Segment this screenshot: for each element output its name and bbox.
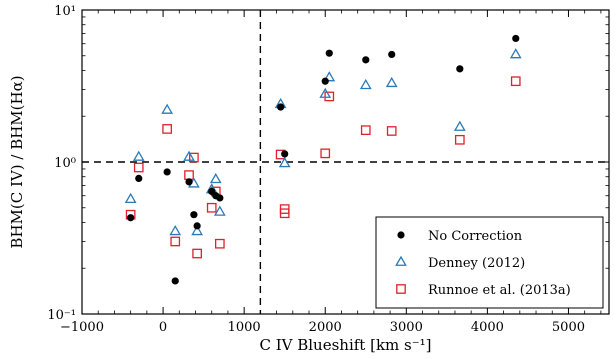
data-point <box>388 50 396 59</box>
data-point <box>162 124 172 134</box>
data-point <box>281 150 289 158</box>
legend-label: No Correction <box>428 229 523 244</box>
data-point <box>214 238 225 249</box>
plot-area <box>82 10 609 314</box>
legend: No Correction Denney (2012) Runnoe et al. … <box>375 216 604 309</box>
x-tick-label: 0 <box>159 320 167 335</box>
data-point <box>509 48 522 59</box>
y-tick-label: 10⁰ <box>54 156 76 171</box>
x-tick-label: 1000 <box>228 320 261 335</box>
x-tick-label: 4000 <box>471 320 504 335</box>
axes: −1000 0 1000 2000 3000 4000 5000 10⁻¹ 10⁰ 10¹ C IV… <box>8 4 610 354</box>
data-point <box>191 224 204 236</box>
data-point <box>320 148 331 159</box>
legend-entry-runnoe-et-al-2013a: Runnoe et al. (2013a) <box>396 283 571 298</box>
legend-label: Denney (2012) <box>428 256 525 271</box>
x-tick-label: 5000 <box>552 320 585 335</box>
data-point <box>454 134 465 145</box>
data-point <box>510 76 521 87</box>
data-point <box>170 236 181 247</box>
x-tick-label: 2000 <box>309 320 342 335</box>
data-point <box>169 224 182 236</box>
series-denney-2012 <box>124 48 522 236</box>
data-point <box>319 87 332 98</box>
data-point <box>277 103 285 111</box>
data-point <box>127 214 135 222</box>
y-axis-title: BHM(C IV) / BHM(Hα) <box>8 75 26 248</box>
series-no-correction <box>127 34 520 285</box>
data-point <box>360 125 371 136</box>
data-point <box>325 49 333 57</box>
legend-entry-no-correction: No Correction <box>397 229 523 244</box>
data-point <box>206 202 217 213</box>
legend-box <box>375 216 604 309</box>
y-tick-label: 10⁻¹ <box>47 308 76 323</box>
data-point <box>185 178 193 186</box>
data-point <box>324 91 335 102</box>
data-point <box>190 211 198 219</box>
legend-marker <box>397 231 405 239</box>
data-point <box>161 103 174 114</box>
data-point <box>133 162 144 173</box>
data-point <box>171 277 179 285</box>
data-point <box>278 157 291 168</box>
data-point <box>386 126 397 136</box>
data-point <box>184 170 194 180</box>
legend-entry-denney-2012: Denney (2012) <box>395 255 525 271</box>
data-point <box>385 76 398 88</box>
legend-label: Runnoe et al. (2013a) <box>428 283 571 298</box>
data-point <box>192 248 202 259</box>
x-tick-label: 3000 <box>390 320 423 335</box>
legend-marker <box>396 284 406 294</box>
x-axis-title: C IV Blueshift [km s⁻¹] <box>259 336 431 354</box>
data-point <box>213 205 226 216</box>
data-point <box>323 71 336 82</box>
y-tick-label: 10¹ <box>54 4 76 19</box>
legend-marker <box>395 255 407 266</box>
data-point <box>135 174 143 183</box>
data-point <box>453 120 466 131</box>
data-point <box>124 192 137 204</box>
data-point <box>279 204 290 214</box>
x-tick-label: −1000 <box>60 320 104 335</box>
data-point <box>362 56 370 64</box>
data-point <box>512 34 520 43</box>
data-point <box>132 150 145 161</box>
data-point <box>321 77 329 85</box>
data-point <box>456 65 464 73</box>
data-point <box>209 172 222 184</box>
data-point <box>189 152 199 163</box>
data-point <box>216 194 224 202</box>
data-point <box>359 78 372 90</box>
series-runnoe-et-al-2013a <box>125 76 521 259</box>
data-point <box>193 222 201 230</box>
data-point <box>183 150 195 161</box>
data-point <box>163 168 171 176</box>
